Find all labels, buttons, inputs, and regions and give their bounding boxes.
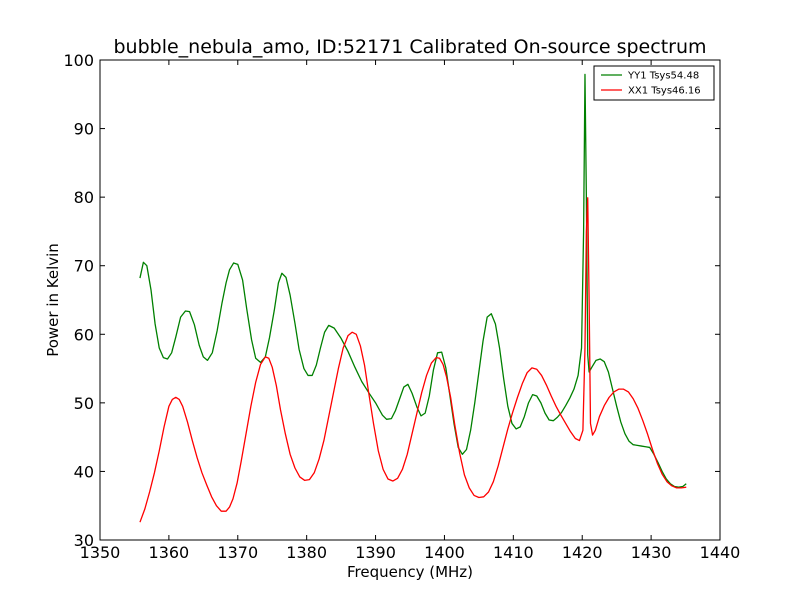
y-tick-label: 100 xyxy=(63,51,94,70)
x-tick-label: 1440 xyxy=(700,543,741,562)
x-tick-label: 1380 xyxy=(286,543,327,562)
legend-label-xx1: XX1 Tsys46.16 xyxy=(628,86,701,97)
y-axis-label: Power in Kelvin xyxy=(44,243,62,357)
legend-label-yy1: YY1 Tsys54.48 xyxy=(627,71,699,82)
y-tick-label: 80 xyxy=(74,188,94,207)
x-tick-label: 1410 xyxy=(493,543,534,562)
x-tick-label: 1370 xyxy=(217,543,258,562)
x-tick-label: 1390 xyxy=(355,543,396,562)
y-tick-label: 60 xyxy=(74,325,94,344)
y-tick-label: 50 xyxy=(74,394,94,413)
series-line-yy1 xyxy=(139,73,687,488)
y-tick-label: 70 xyxy=(74,257,94,276)
series-line-xx1 xyxy=(139,197,687,523)
y-tick-label: 40 xyxy=(74,462,94,481)
legend: YY1 Tsys54.48 XX1 Tsys46.16 xyxy=(593,65,715,101)
y-tick-label: 90 xyxy=(74,120,94,139)
axis-ticks: 1350 1360 1370 1380 1390 1400 1410 1420 1430 1440… xyxy=(63,51,740,562)
plot-frame xyxy=(99,59,721,541)
x-tick-label: 1360 xyxy=(149,543,190,562)
chart-title: bubble_nebula_amo, ID:52171 Calibrated O… xyxy=(113,36,706,58)
y-tick-label: 30 xyxy=(74,531,94,550)
x-tick-label: 1420 xyxy=(562,543,603,562)
x-tick-label: 1430 xyxy=(631,543,672,562)
x-axis-label: Frequency (MHz) xyxy=(347,563,473,581)
plot-area xyxy=(139,73,687,523)
x-tick-label: 1400 xyxy=(424,543,465,562)
x-tick-label: 1350 xyxy=(80,543,121,562)
legend-box xyxy=(593,65,715,101)
